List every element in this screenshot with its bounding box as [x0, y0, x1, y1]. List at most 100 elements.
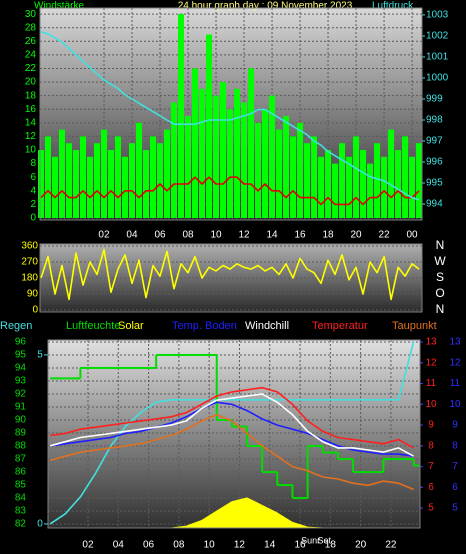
x-tick-label: 16 — [294, 540, 306, 551]
x-tick-label: 10 — [210, 230, 222, 241]
gust-bar — [136, 122, 143, 218]
y3-tick-label: 9 — [452, 420, 458, 431]
x-tick-label: 00 — [406, 230, 418, 241]
legend-entry: Taupunkt — [392, 320, 437, 332]
y2-tick-label: 1003 — [426, 10, 449, 21]
gust-bar — [44, 136, 51, 218]
y-tick-label: 83 — [15, 506, 27, 517]
y-tick-label: 24 — [25, 50, 37, 61]
x-tick-label: 08 — [173, 540, 185, 551]
y-tick-label: 8 — [30, 158, 36, 169]
x-tick-label: 16 — [294, 230, 306, 241]
y3-tick-label: 6 — [452, 482, 458, 493]
x-tick-label: 14 — [264, 540, 276, 551]
x-tick-label: 18 — [322, 230, 334, 241]
gust-bar — [290, 136, 297, 218]
gust-bar — [86, 156, 93, 218]
gust-bar — [325, 150, 332, 218]
gust-bar — [51, 156, 58, 218]
y-tick-label: 93 — [15, 376, 27, 387]
gust-bar — [206, 34, 213, 218]
line — [40, 30, 420, 201]
x-tick-label: 14 — [266, 230, 278, 241]
gust-bar — [332, 163, 339, 218]
x-tick-label: 20 — [355, 540, 367, 551]
x-tick-label: 04 — [126, 230, 138, 241]
gust-bar — [171, 102, 178, 218]
y-tick-label: 10 — [25, 145, 37, 156]
gust-bar — [241, 102, 248, 218]
y-tick-label: 22 — [25, 63, 37, 74]
y-tick-label: 96 — [15, 337, 27, 348]
gust-bar — [227, 109, 234, 218]
y3-tick-label: 5 — [452, 503, 458, 514]
y-tick-label: 84 — [15, 493, 27, 504]
x-tick-label: 12 — [238, 230, 250, 241]
y-tick-label: 95 — [15, 350, 27, 361]
y2-tick-label: 1002 — [426, 31, 449, 42]
y-tick-label: 89 — [15, 428, 27, 439]
gust-bar — [402, 136, 409, 218]
direction-label: S — [436, 270, 444, 284]
gust-bar — [79, 136, 86, 218]
y2-tick-label: 994 — [426, 199, 443, 210]
line — [40, 248, 420, 301]
y2-tick-label: 13 — [425, 337, 437, 348]
y-tick-label: 86 — [15, 467, 27, 478]
y-tick-label: 6 — [30, 172, 36, 183]
gust-bar — [388, 129, 395, 218]
chart-title: 24 hour graph day : 09 November 2023 — [178, 1, 353, 12]
gust-bar — [234, 88, 241, 218]
gust-bar — [199, 88, 206, 218]
y-tick-label: 28 — [25, 22, 37, 33]
y2-tick-label: 5 — [428, 503, 434, 514]
line — [49, 341, 415, 525]
y-tick-label: 360 — [21, 241, 38, 252]
line — [40, 176, 420, 206]
legend-entry: Regen — [0, 320, 32, 332]
y-tick-label: 87 — [15, 454, 27, 465]
gust-bar — [409, 156, 416, 218]
y3-tick-label: 13 — [449, 337, 461, 348]
line — [49, 401, 414, 457]
y-tick-label: 85 — [15, 480, 27, 491]
rain-tick-label: 0 — [37, 519, 43, 530]
gust-bar — [339, 143, 346, 218]
y3-tick-label: 7 — [452, 461, 458, 472]
gust-bar — [367, 163, 374, 218]
y-tick-label: 90 — [27, 289, 39, 300]
annotation: Sunr — [301, 535, 320, 545]
x-tick-label: 22 — [385, 540, 397, 551]
x-tick-label: 06 — [143, 540, 155, 551]
y2-tick-label: 1000 — [426, 73, 449, 84]
direction-label: W — [434, 254, 446, 268]
y2-tick-label: 6 — [428, 482, 434, 493]
y-tick-label: 20 — [25, 77, 37, 88]
gust-bar — [213, 95, 220, 218]
y-tick-label: 12 — [25, 131, 37, 142]
gust-bar — [93, 143, 100, 218]
gust-bar — [311, 136, 318, 218]
y-tick-label: 90 — [15, 415, 27, 426]
y2-tick-label: 9 — [428, 420, 434, 431]
gust-bar — [381, 156, 388, 218]
y-tick-label: 92 — [15, 389, 27, 400]
gust-bar — [255, 122, 262, 218]
y2-tick-label: 8 — [428, 440, 434, 451]
y3-tick-label: 10 — [449, 399, 461, 410]
y2-tick-label: 7 — [428, 461, 434, 472]
gust-bar — [360, 150, 367, 218]
gust-bar — [185, 116, 192, 218]
gust-bar — [297, 122, 304, 218]
gust-bar — [248, 68, 255, 218]
y-tick-label: 2 — [30, 199, 36, 210]
legend-entry: Luftfeuchte — [66, 320, 120, 332]
gust-bar — [100, 129, 107, 218]
gust-bar — [178, 14, 185, 218]
y-tick-label: 18 — [25, 90, 37, 101]
y2-tick-label: 998 — [426, 115, 443, 126]
y-tick-label: 26 — [25, 36, 37, 47]
gust-bar — [416, 143, 423, 218]
x-tick-label: 04 — [113, 540, 125, 551]
y-tick-label: 94 — [15, 363, 27, 374]
